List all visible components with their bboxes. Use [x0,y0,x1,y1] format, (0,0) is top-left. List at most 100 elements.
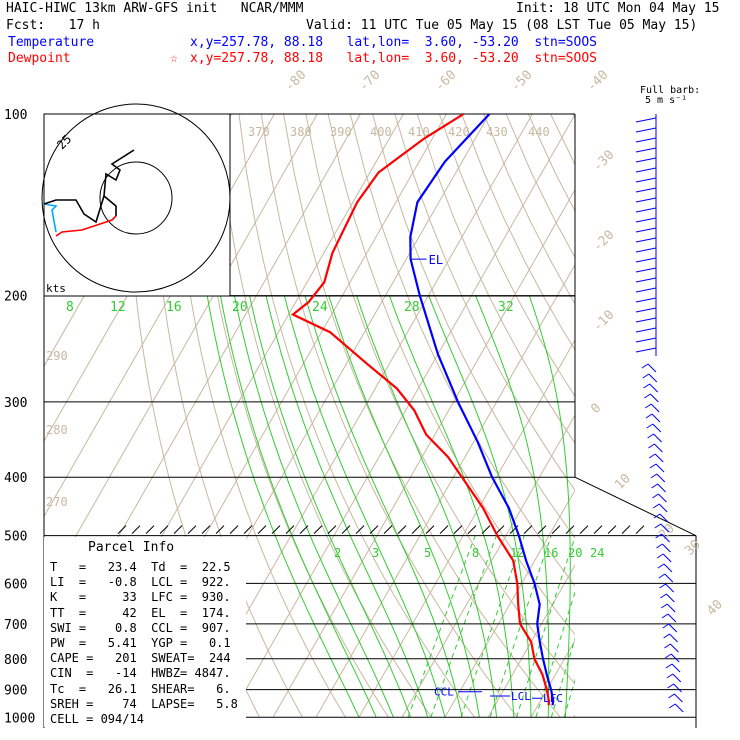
mixing-ratio-tick-label: 3 [372,546,379,560]
temperature-legend-label: Temperature [8,35,95,50]
wind-barb [666,593,675,603]
hatch-mark [271,525,281,535]
wind-barb [635,317,657,323]
wind-barb [653,433,662,443]
parcel-info-row: CAPE = 201 SWEAT= 244 [50,651,231,666]
wind-barb [647,363,657,373]
hodograph-mid-trace [43,203,58,233]
dry-adiabat-line [617,114,740,717]
wind-barb [635,347,657,353]
forecast-hour: Fcst: 17 h [6,18,100,33]
pressure-tick-label: 900 [4,684,27,699]
barb-legend-line2: 5 m s⁻¹ [645,95,688,106]
wind-barb-flag [657,563,665,569]
pressure-tick-label: 1000 [4,711,35,726]
hatch-mark [355,525,365,535]
barb-legend-line1: Full barb: [640,85,701,96]
dry-adiabat-line [372,114,575,539]
wind-barb-flag [645,413,653,419]
parcel-info-row: T = 23.4 Td = 22.5 [50,560,231,574]
wind-barb [635,327,657,333]
dry-adiabat-line [550,114,575,166]
wind-barb [669,633,678,643]
moist-adiabat-line [249,295,412,718]
ccl-label: CCL [434,686,454,699]
wind-barb-flag [648,453,656,459]
wind-barb-flag [656,553,664,559]
wind-barb [635,157,657,163]
parcel-info-row: SREH = 74 LAPSE= 5.8 [50,696,238,711]
wind-barb-flag [649,463,657,469]
hatch-mark [467,525,477,535]
dry-adiabat-line [171,114,346,718]
wind-barb-flag [663,633,670,639]
hatch-mark [369,525,379,535]
wind-barb [665,583,674,593]
wind-barb-flag [662,623,670,629]
pressure-tick-label: 300 [4,396,27,411]
hatch-mark [327,525,337,535]
wind-barb-flag [656,543,663,549]
wind-barb [635,137,657,143]
model-title: HAIC-HIWC 13km ARW-GFS init NCAR/MMM [6,1,304,16]
wind-barb-flag [667,683,674,689]
dry-adiabat-line [461,114,575,351]
isotherm-line [617,114,740,717]
dewpoint-legend-info: x,y=257.78, 88.18 lat,lon= 3.60, -53.20 … [190,51,597,66]
hatch-mark [159,525,169,535]
isotherm-tick-label: 10 [612,471,634,493]
dry-adiabat-tick-label: 380 [290,125,312,139]
wind-barb-flag [660,593,667,599]
hatch-mark [173,525,183,535]
wind-barb [635,237,657,243]
plot-right-skew-border [574,476,697,537]
wind-barb [650,393,659,403]
wind-barb-flag [664,643,671,649]
wind-barb [635,127,657,133]
parcel-info-row: SWI = 0.8 CCL = 907. [50,620,231,635]
wind-barb [668,623,678,633]
wind-barb-flag [643,383,650,389]
hatch-mark [299,525,309,535]
mixing-ratio-tick-label: 5 [424,546,431,560]
dry-adiabat-line [640,114,740,717]
wind-barb-flag [647,433,654,439]
wind-barb-flag [664,653,672,659]
wind-barb [655,463,665,473]
dry-adiabat-line [327,114,575,636]
wind-barb-flag [666,673,674,679]
isotherm-line [315,263,575,718]
wind-barb [656,473,666,483]
wind-barb [635,177,657,183]
dry-adiabat-line [216,114,432,718]
lfc-label: LFC [543,692,563,705]
isotherm-tick-label: -30 [590,148,617,175]
hodograph-upper-trace [103,149,135,216]
wind-barb-flag [665,663,673,669]
wind-barb [635,247,657,253]
isotherm-tick-label: -20 [590,228,617,255]
isotherm-line [358,338,575,718]
hatch-mark [397,525,407,535]
isotherm-tick-label: -70 [356,68,383,95]
wind-barb-flag [652,503,660,509]
hatch-mark [453,525,463,535]
dry-adiabat-line [595,114,740,717]
dry-adiabat-tick-label: 370 [248,125,270,139]
hatch-mark [565,525,575,535]
hatch-mark [117,525,127,535]
hodograph-ring-outer [41,103,231,293]
dry-adiabat-tick-label: 420 [448,125,470,139]
wind-barb [664,573,674,583]
wind-barb-flag [641,363,649,369]
mixing-ratio-tick-label: 8 [472,546,479,560]
wind-barb-flag [658,573,666,579]
isotherm-tick-label: 40 [704,597,726,619]
moist-adiabat-tick-label: 32 [498,300,514,315]
hatch-mark [229,525,239,535]
dry-adiabat-line [505,114,575,259]
wind-barb-flag [644,393,651,399]
moist-adiabat-line [388,295,515,718]
hatch-mark [495,525,505,535]
dewpoint-star-icon: ☆ [170,51,178,66]
